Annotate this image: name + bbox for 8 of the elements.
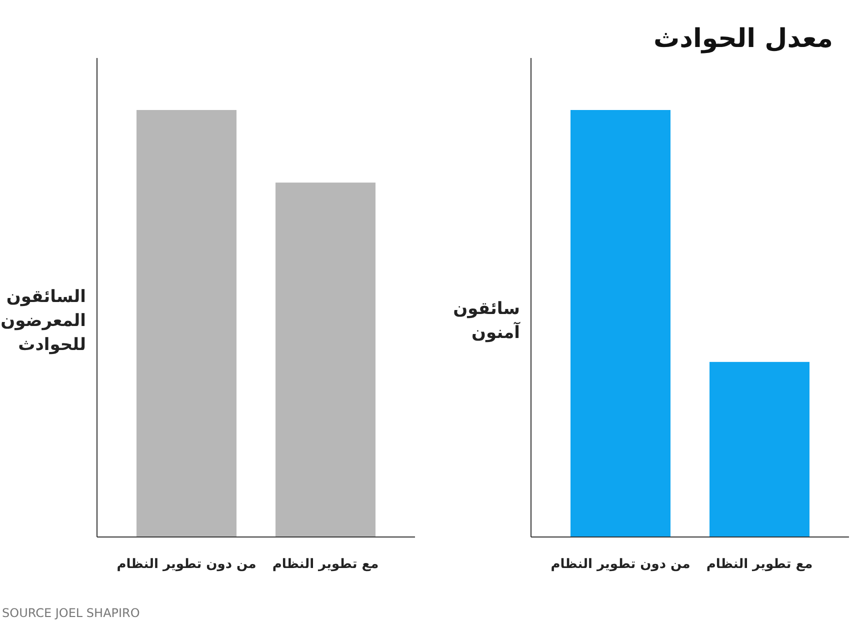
chart-title: معدل الحوادث xyxy=(654,24,833,54)
x-tick-label: من دون تطوير النظام xyxy=(550,557,690,572)
x-tick-label: من دون تطوير النظام xyxy=(116,557,256,572)
y-axis-title: السائقون المعرضون للحوادث xyxy=(0,287,86,355)
x-tick-label: مع تطوير النظام xyxy=(272,557,379,572)
y-axis-title: سائقون آمنون xyxy=(453,299,522,343)
x-tick-label: مع تطوير النظام xyxy=(706,557,813,572)
source-note: SOURCE JOEL SHAPIRO xyxy=(2,606,140,620)
